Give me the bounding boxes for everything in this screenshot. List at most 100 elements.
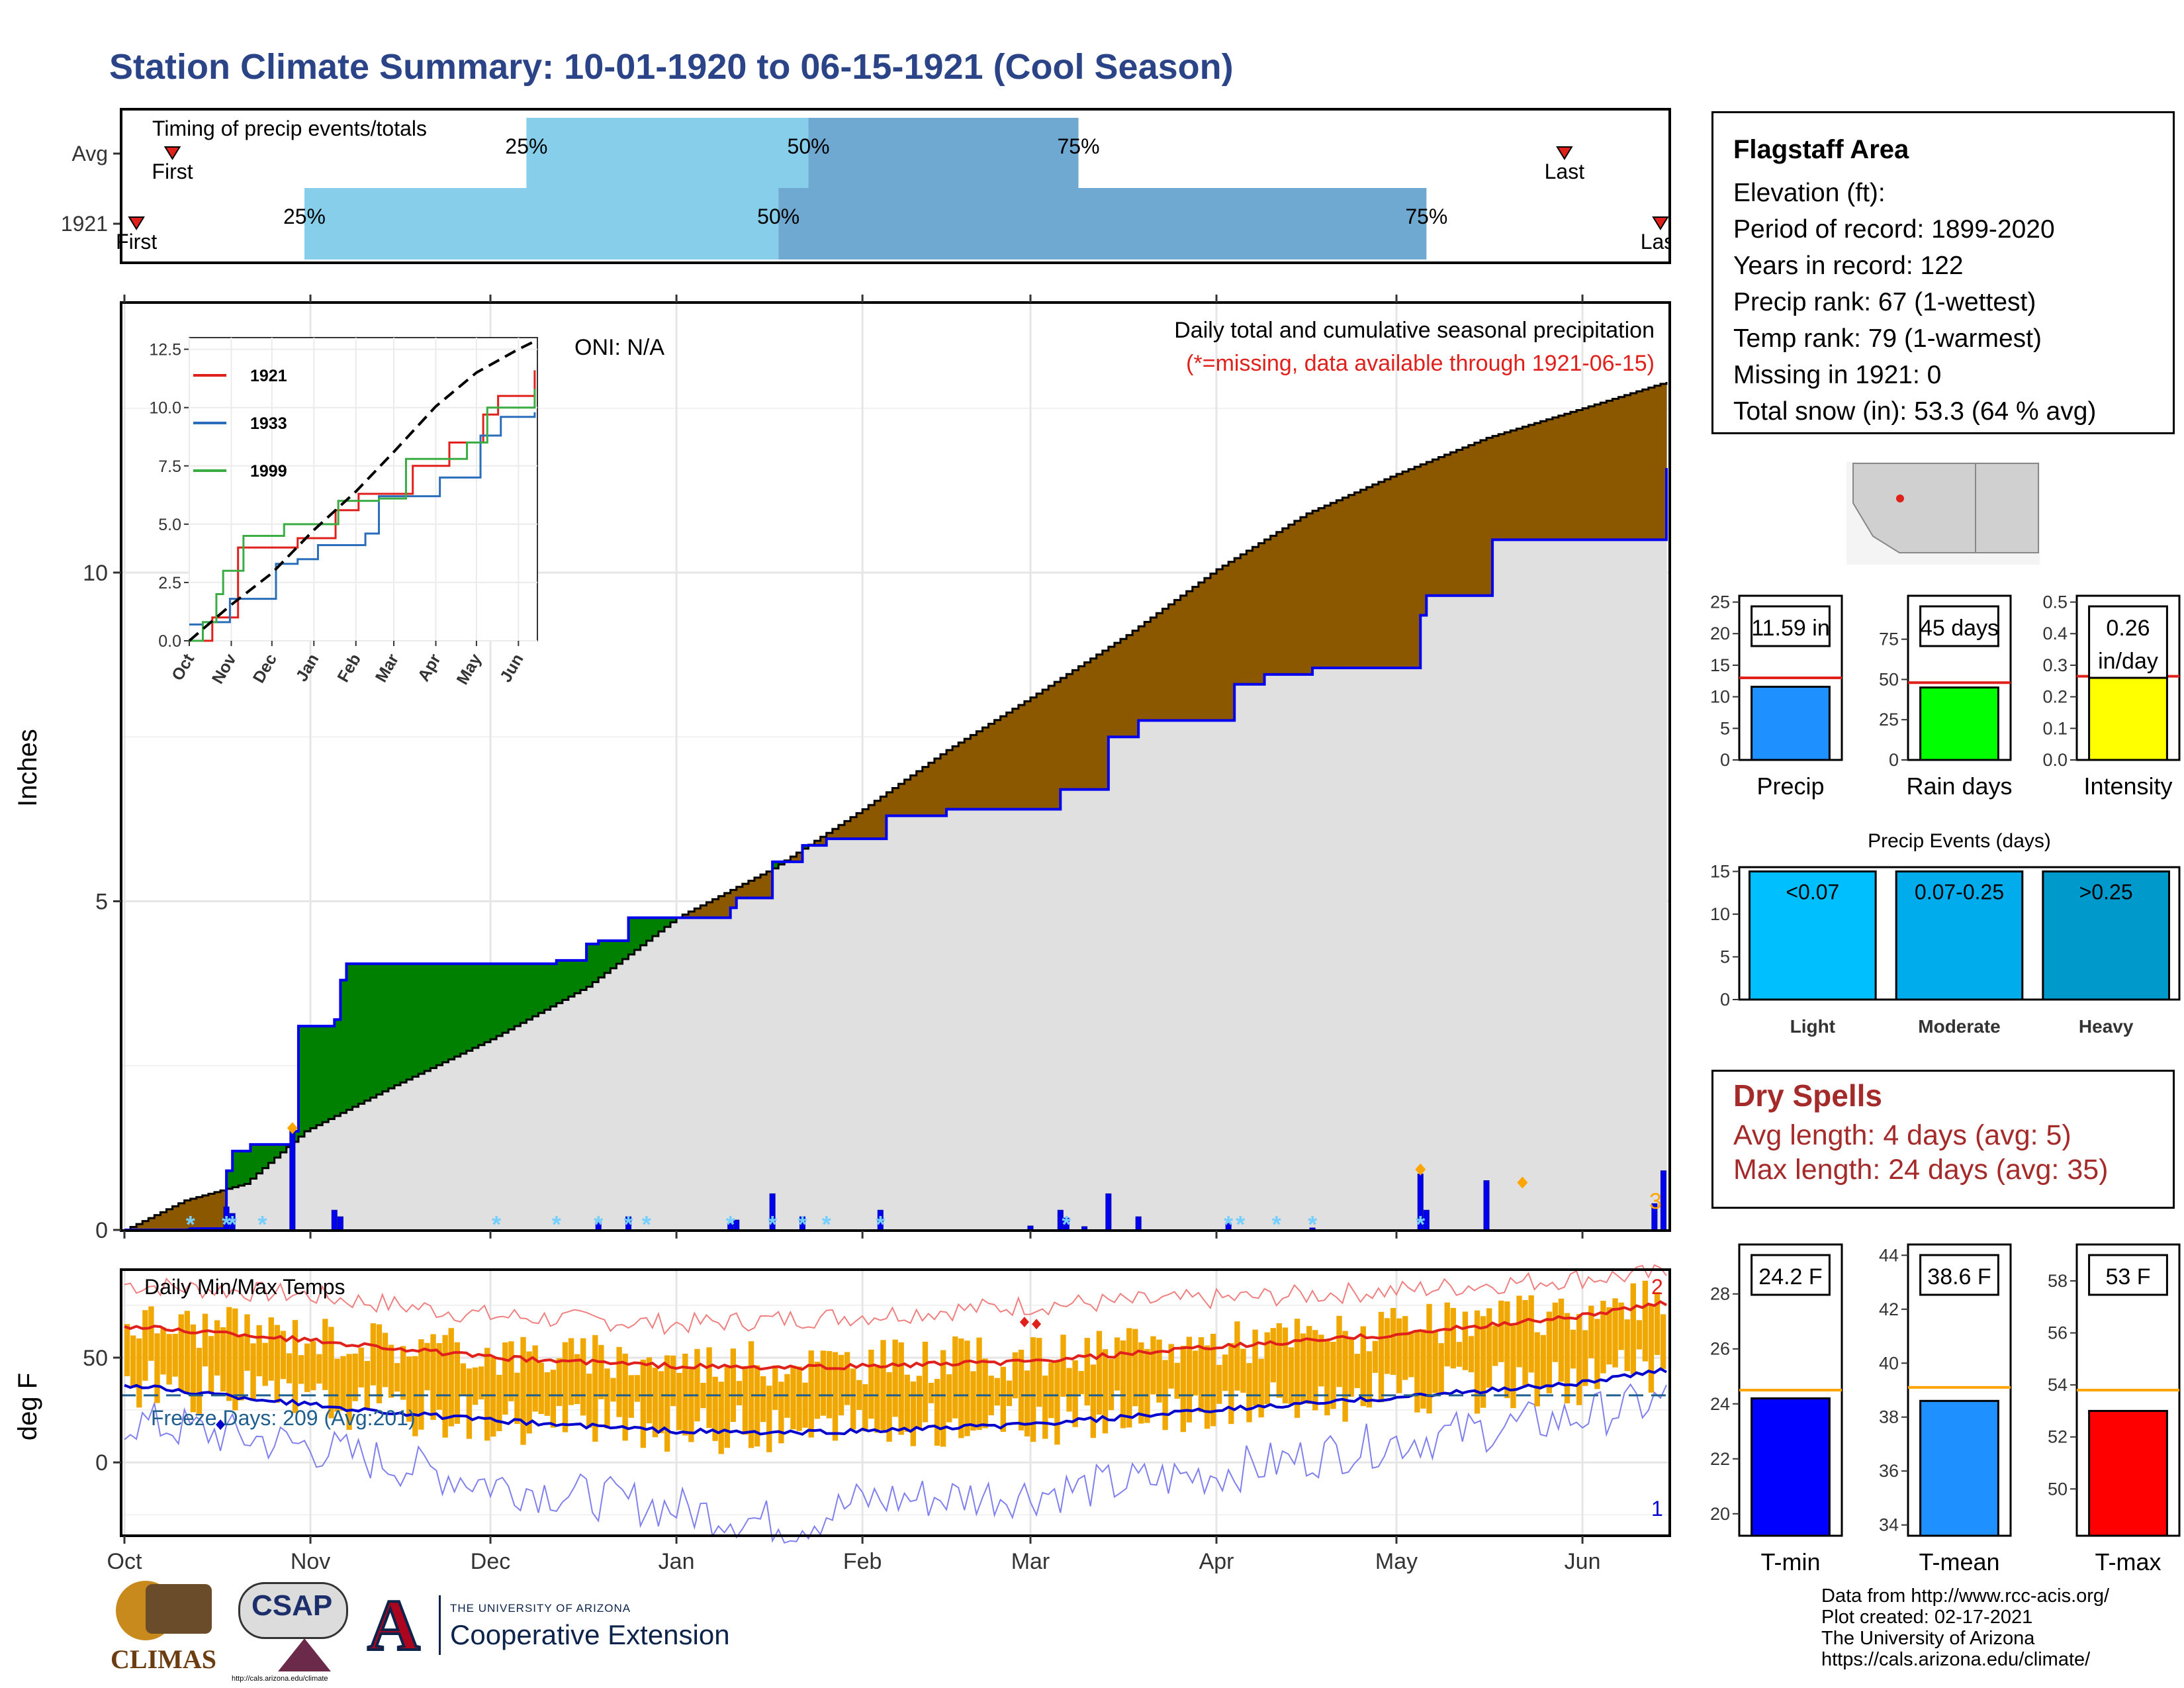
precip-base-fill xyxy=(268,1162,275,1230)
precip-deficit-fill xyxy=(202,1195,209,1229)
daily-precip-bar xyxy=(337,1216,343,1231)
temp-title: Daily Min/Max Temps xyxy=(144,1275,345,1299)
precip-deficit-fill xyxy=(190,1198,197,1229)
precip-surplus-fill xyxy=(418,963,425,1074)
daily-temp-bar xyxy=(1540,1335,1546,1387)
daily-temp-bar xyxy=(1354,1354,1360,1388)
daily-temp-bar xyxy=(1420,1329,1426,1409)
precip-deficit-fill xyxy=(1042,689,1049,810)
dry-spells-title: Dry Spells xyxy=(1733,1078,1882,1113)
timing-label-p75: 75% xyxy=(1405,205,1447,228)
precip-surplus-fill xyxy=(346,963,353,1110)
credit-line: Data from http://www.rcc-acis.org/ xyxy=(1821,1585,2110,1607)
daily-temp-bar xyxy=(1222,1354,1228,1391)
precip-deficit-fill xyxy=(1474,442,1481,596)
mountain-icon xyxy=(278,1638,331,1671)
precip-base-fill xyxy=(868,839,875,1230)
snow-marker-icon: * xyxy=(1308,1211,1317,1238)
daily-temp-bar xyxy=(664,1355,670,1452)
inset-y-tick-label: 5.0 xyxy=(158,516,181,534)
precip-base-fill xyxy=(1102,789,1109,1230)
precip-base-fill xyxy=(976,809,983,1230)
precip-base-fill xyxy=(502,1033,509,1230)
precip-y-tick-label: 10 xyxy=(83,561,108,586)
precip-base-fill xyxy=(1342,667,1349,1230)
daily-temp-bar xyxy=(658,1371,664,1434)
daily-temp-bar xyxy=(1402,1316,1408,1380)
precip-base-fill xyxy=(580,990,587,1230)
precip-base-fill xyxy=(1288,674,1295,1230)
daily-temp-bar xyxy=(370,1323,377,1385)
daily-temp-bar xyxy=(1138,1342,1144,1424)
oni-label: ONI: N/A xyxy=(574,335,664,360)
precip-base-fill xyxy=(280,1152,287,1230)
precip-summary-value-box xyxy=(1919,605,1999,647)
daily-temp-bar xyxy=(484,1348,490,1441)
precip-deficit-fill xyxy=(1150,617,1157,721)
precip-base-fill xyxy=(1162,720,1169,1230)
daily-temp-bar xyxy=(1216,1364,1222,1404)
daily-temp-bar xyxy=(1294,1319,1300,1418)
precip-base-fill xyxy=(586,986,593,1230)
events-bar-label: <0.07 xyxy=(1786,880,1839,904)
daily-temp-bar xyxy=(850,1368,856,1430)
precip-base-fill xyxy=(1522,539,1529,1230)
precip-deficit-fill xyxy=(1144,622,1151,721)
daily-temp-bar xyxy=(214,1320,220,1376)
daily-temp-bar xyxy=(1348,1338,1354,1397)
snow-marker-icon: * xyxy=(642,1211,651,1238)
temp-summary-y-tick-label: 38 xyxy=(1879,1407,1899,1427)
precip-base-fill xyxy=(874,839,881,1230)
precip-deficit-fill xyxy=(1090,658,1097,790)
timing-label-last: Last xyxy=(1545,160,1585,183)
temp-summary-value-label: 24.2 F xyxy=(1758,1264,1822,1289)
daily-temp-bar xyxy=(598,1344,604,1399)
daily-temp-bar xyxy=(154,1333,160,1403)
precip-surplus-fill xyxy=(232,1150,239,1188)
precip-base-fill xyxy=(1258,684,1265,1230)
precip-base-fill xyxy=(1468,595,1475,1230)
daily-temp-bar xyxy=(1462,1311,1469,1370)
daily-temp-bar xyxy=(238,1336,244,1401)
precip-base-fill xyxy=(742,898,749,1230)
precip-base-fill xyxy=(676,917,683,1230)
precip-deficit-fill xyxy=(958,742,965,810)
precip-surplus-fill xyxy=(532,963,539,1017)
precip-deficit-fill xyxy=(1204,578,1211,721)
precip-base-fill xyxy=(1138,720,1145,1230)
daily-temp-bar xyxy=(940,1350,946,1447)
precip-base-fill xyxy=(964,809,971,1230)
precip-base-fill xyxy=(292,1141,299,1230)
daily-temp-bar xyxy=(916,1376,923,1429)
precip-base-fill xyxy=(454,1056,461,1230)
precip-base-fill xyxy=(904,816,911,1230)
precip-base-fill xyxy=(1090,789,1097,1230)
daily-temp-bar xyxy=(1132,1329,1138,1407)
daily-temp-bar xyxy=(856,1380,862,1410)
record-low-marker-icon xyxy=(216,1419,226,1430)
inset-y-tick-label: 7.5 xyxy=(158,457,181,476)
timing-bar-q2 xyxy=(778,188,1427,259)
daily-temp-bar xyxy=(304,1343,310,1392)
snow-marker-icon: * xyxy=(1236,1211,1245,1238)
daily-temp-bar xyxy=(460,1363,467,1396)
daily-temp-bar xyxy=(766,1385,772,1452)
precip-base-fill xyxy=(826,839,833,1230)
precip-base-fill xyxy=(940,816,947,1230)
precip-deficit-fill xyxy=(166,1209,173,1230)
precip-base-fill xyxy=(1066,789,1073,1230)
month-tick-label: Feb xyxy=(843,1549,882,1574)
precip-base-fill xyxy=(508,1029,515,1230)
precip-base-fill xyxy=(694,917,701,1230)
daily-temp-bar xyxy=(388,1344,394,1398)
precip-deficit-fill xyxy=(1606,400,1614,540)
temp-summary-value-box xyxy=(2088,1254,2168,1296)
daily-temp-bar xyxy=(358,1347,364,1387)
temp-summary-y-tick-label: 52 xyxy=(2048,1427,2068,1447)
daily-temp-bar xyxy=(1336,1315,1342,1387)
daily-temp-bar xyxy=(1030,1337,1036,1442)
daily-temp-bar xyxy=(946,1374,952,1423)
precip-base-fill xyxy=(1612,539,1619,1230)
daily-temp-bar xyxy=(718,1382,724,1454)
month-tick-label: Nov xyxy=(291,1549,330,1574)
